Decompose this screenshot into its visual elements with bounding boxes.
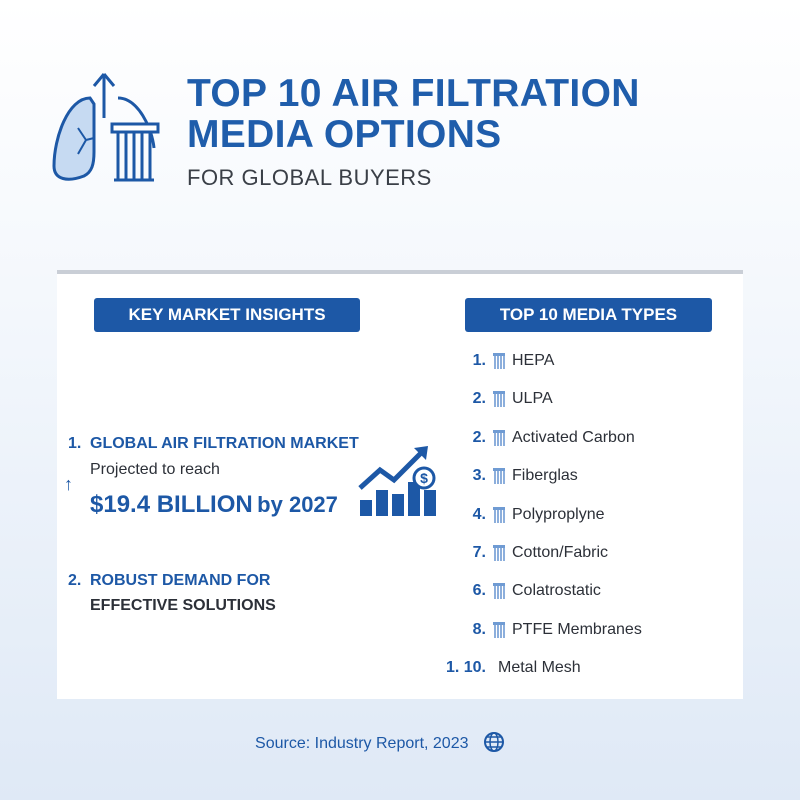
media-name: Polyproplyne bbox=[512, 505, 605, 523]
item-text: EFFECTIVE SOLUTIONS bbox=[90, 597, 276, 614]
globe-icon bbox=[483, 732, 504, 752]
source: Source: Industry Report, 2023 bbox=[255, 735, 469, 752]
media-number: 2. bbox=[472, 390, 486, 408]
media-row: 7. Cotton/Fabric bbox=[430, 540, 730, 566]
filter-icon bbox=[493, 468, 505, 485]
media-row: 6. Colatrostatic bbox=[430, 578, 730, 604]
filter-icon bbox=[493, 545, 505, 561]
item-title: GLOBAL AIR FILTRATION MARKET bbox=[90, 435, 359, 452]
filter-icon-wrap bbox=[492, 544, 506, 562]
subtitle: FOR GLOBAL BUYERS bbox=[187, 165, 432, 190]
media-number: 7. bbox=[472, 544, 486, 561]
filter-icon bbox=[493, 506, 505, 523]
media-row: 1. 10. Metal Mesh bbox=[430, 655, 730, 681]
media-row: 1. HEPA bbox=[430, 348, 730, 374]
media-name: Cotton/Fabric bbox=[512, 544, 609, 561]
media-number: 2. bbox=[472, 428, 486, 446]
media-number: 6. bbox=[472, 582, 486, 600]
media-list: 1. HEPA 2. ULPA 2. Activated Carbon 3. Fibergla… bbox=[430, 348, 730, 688]
filter-icon bbox=[493, 621, 505, 638]
svg-text:$: $ bbox=[420, 470, 428, 486]
item-number: 2. bbox=[68, 572, 82, 589]
insights-heading: KEY MARKET INSIGHTS bbox=[94, 298, 360, 332]
media-number: 8. bbox=[472, 620, 486, 638]
filter-icon bbox=[493, 391, 505, 408]
filter-icon-wrap bbox=[492, 582, 506, 600]
filter-icon-wrap bbox=[492, 429, 506, 447]
item-title: ROBUST DEMAND FOR bbox=[90, 572, 271, 589]
source-line: Source: Industry Report, 2023 bbox=[0, 731, 760, 753]
title-line: TOP 10 AIR FILTRATION bbox=[187, 72, 640, 115]
title-line: MEDIA OPTIONS bbox=[187, 113, 502, 156]
media-row: 8. PTFE Membranes bbox=[430, 617, 730, 643]
filter-icon-wrap bbox=[492, 352, 506, 370]
media-name: Fiberglas bbox=[512, 467, 578, 485]
media-row: 4. Polyproplyne bbox=[430, 502, 730, 528]
media-name: PTFE Membranes bbox=[512, 620, 642, 638]
item-number: 1. bbox=[68, 435, 82, 452]
content-card bbox=[57, 270, 743, 699]
media-name: Metal Mesh bbox=[498, 659, 581, 677]
item-text: Projected to reach bbox=[90, 461, 220, 478]
filter-icon-wrap bbox=[492, 506, 506, 524]
lungs-icon bbox=[52, 73, 160, 182]
up-arrow: ↑ bbox=[64, 474, 73, 494]
media-number: 4. bbox=[472, 505, 486, 523]
item-highlight: $19.4 BILLION bbox=[90, 491, 253, 518]
growth-chart-icon: $ bbox=[358, 446, 436, 516]
media-row: 2. Activated Carbon bbox=[430, 425, 730, 451]
media-number: 1. 10. bbox=[445, 659, 486, 677]
filter-icon bbox=[493, 429, 505, 446]
media-number: 1. bbox=[472, 352, 486, 369]
media-row: 3. Fiberglas bbox=[430, 463, 730, 489]
filter-icon bbox=[493, 583, 505, 600]
filter-icon bbox=[493, 353, 505, 369]
media-name: HEPA bbox=[512, 352, 555, 369]
media-row: 2. ULPA bbox=[430, 386, 730, 412]
media-heading: TOP 10 MEDIA TYPES bbox=[465, 298, 712, 332]
media-name: Activated Carbon bbox=[512, 428, 635, 446]
media-name: ULPA bbox=[512, 390, 553, 408]
filter-icon-wrap bbox=[492, 467, 506, 485]
media-name: Colatrostatic bbox=[512, 582, 601, 600]
filter-icon-wrap bbox=[492, 390, 506, 408]
item-highlight-line: $19.4 BILLION by 2027 bbox=[90, 491, 338, 519]
media-number: 3. bbox=[472, 467, 486, 485]
filter-icon-wrap bbox=[492, 621, 506, 639]
item-suffix: by 2027 bbox=[257, 492, 338, 517]
